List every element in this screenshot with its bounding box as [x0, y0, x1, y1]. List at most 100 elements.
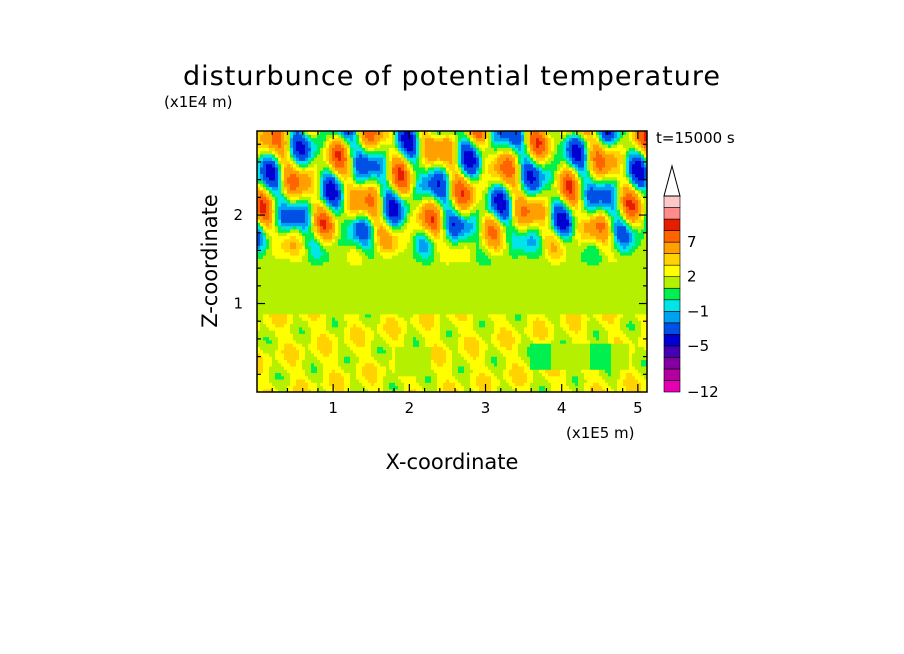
field-cell [569, 333, 573, 338]
field-cell [554, 388, 558, 392]
field-cell [581, 343, 585, 347]
field-cell [356, 323, 360, 328]
field-cell [368, 294, 372, 298]
field-cell [524, 330, 528, 334]
field-cell [602, 333, 606, 338]
field-cell [608, 274, 612, 279]
field-cell [581, 310, 585, 315]
field-cell [641, 333, 645, 338]
field-cell [341, 349, 345, 354]
field-cell [593, 339, 597, 344]
field-cell [356, 303, 360, 308]
field-cell [356, 310, 360, 315]
field-cell [437, 294, 441, 298]
field-cell [395, 310, 399, 315]
field-cell [437, 320, 441, 325]
field-cell [389, 313, 393, 318]
field-cell [467, 333, 471, 338]
field-cell [521, 274, 525, 279]
field-cell [344, 323, 348, 328]
field-cell [641, 388, 645, 392]
field-cell [521, 385, 525, 390]
field-cell [416, 349, 420, 354]
field-cell [509, 287, 513, 292]
field-cell [566, 268, 570, 272]
field-cell [392, 365, 396, 370]
field-cell [551, 290, 555, 295]
field-cell [512, 277, 516, 282]
field-cell [515, 310, 519, 315]
field-cell [533, 362, 537, 367]
field-cell [266, 385, 270, 390]
field-cell [410, 320, 414, 325]
field-cell [278, 281, 282, 285]
field-cell [536, 359, 540, 364]
field-cell [332, 333, 336, 338]
field-cell [545, 378, 549, 383]
field-cell [347, 339, 351, 344]
field-cell [536, 274, 540, 279]
field-cell [479, 346, 483, 351]
field-cell [509, 362, 513, 367]
field-cell [629, 372, 633, 377]
field-cell [494, 382, 498, 387]
field-cell [608, 346, 612, 351]
field-cell [419, 378, 423, 383]
field-cell [320, 385, 324, 390]
field-cell [617, 359, 621, 364]
field-cell [575, 365, 579, 370]
field-cell [587, 343, 591, 347]
field-cell [536, 271, 540, 276]
field-cell [551, 359, 555, 364]
field-cell [572, 385, 576, 390]
field-cell [359, 290, 363, 295]
field-cell [473, 382, 477, 387]
field-cell [290, 382, 294, 387]
field-cell [422, 294, 426, 298]
field-cell [320, 287, 324, 292]
field-cell [599, 365, 603, 370]
field-cell [410, 287, 414, 292]
field-cell [542, 287, 546, 292]
field-cell [551, 320, 555, 325]
field-cell [611, 362, 615, 367]
field-cell [347, 343, 351, 347]
field-cell [299, 352, 303, 357]
field-cell [530, 326, 534, 331]
field-cell [626, 365, 630, 370]
field-cell [473, 300, 477, 305]
field-cell [542, 365, 546, 370]
field-cell [293, 294, 297, 298]
field-cell [587, 294, 591, 298]
field-cell [263, 349, 267, 354]
field-cell [569, 294, 573, 298]
field-cell [635, 307, 639, 312]
field-cell [560, 277, 564, 282]
field-cell [593, 349, 597, 354]
field-cell [281, 365, 285, 370]
field-cell [494, 346, 498, 351]
field-cell [506, 303, 510, 308]
field-cell [338, 281, 342, 285]
field-cell [521, 300, 525, 305]
field-cell [455, 294, 459, 298]
field-cell [284, 388, 288, 392]
field-cell [557, 375, 561, 380]
field-cell [620, 372, 624, 377]
field-cell [434, 346, 438, 351]
field-cell [524, 349, 528, 354]
field-cell [620, 290, 624, 295]
field-cell [494, 349, 498, 354]
field-cell [614, 284, 618, 289]
field-cell [452, 290, 456, 295]
field-cell [335, 365, 339, 370]
field-cell [635, 375, 639, 380]
field-cell [281, 330, 285, 334]
field-cell [299, 388, 303, 392]
field-cell [410, 359, 414, 364]
field-cell [422, 320, 426, 325]
field-cell [380, 281, 384, 285]
field-cell [410, 274, 414, 279]
field-cell [332, 346, 336, 351]
field-cell [341, 268, 345, 272]
